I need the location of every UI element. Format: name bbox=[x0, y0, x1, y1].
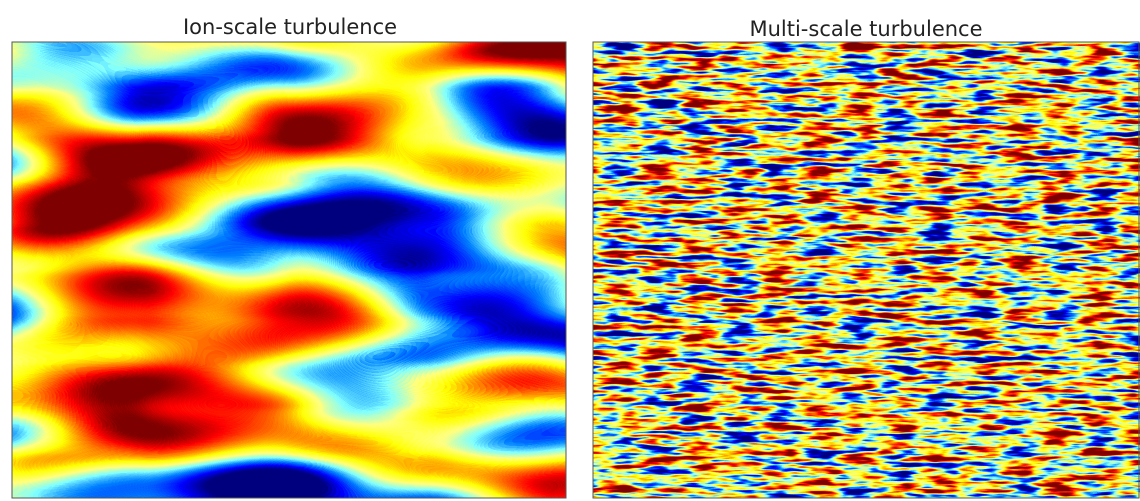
panel-title: Multi-scale turbulence bbox=[749, 17, 982, 41]
ion-scale-field bbox=[12, 42, 566, 498]
panel-title: Ion-scale turbulence bbox=[183, 15, 397, 39]
figure: Ion-scale turbulence Multi-scale turbule… bbox=[0, 0, 1140, 501]
multi-scale-field bbox=[593, 42, 1140, 498]
